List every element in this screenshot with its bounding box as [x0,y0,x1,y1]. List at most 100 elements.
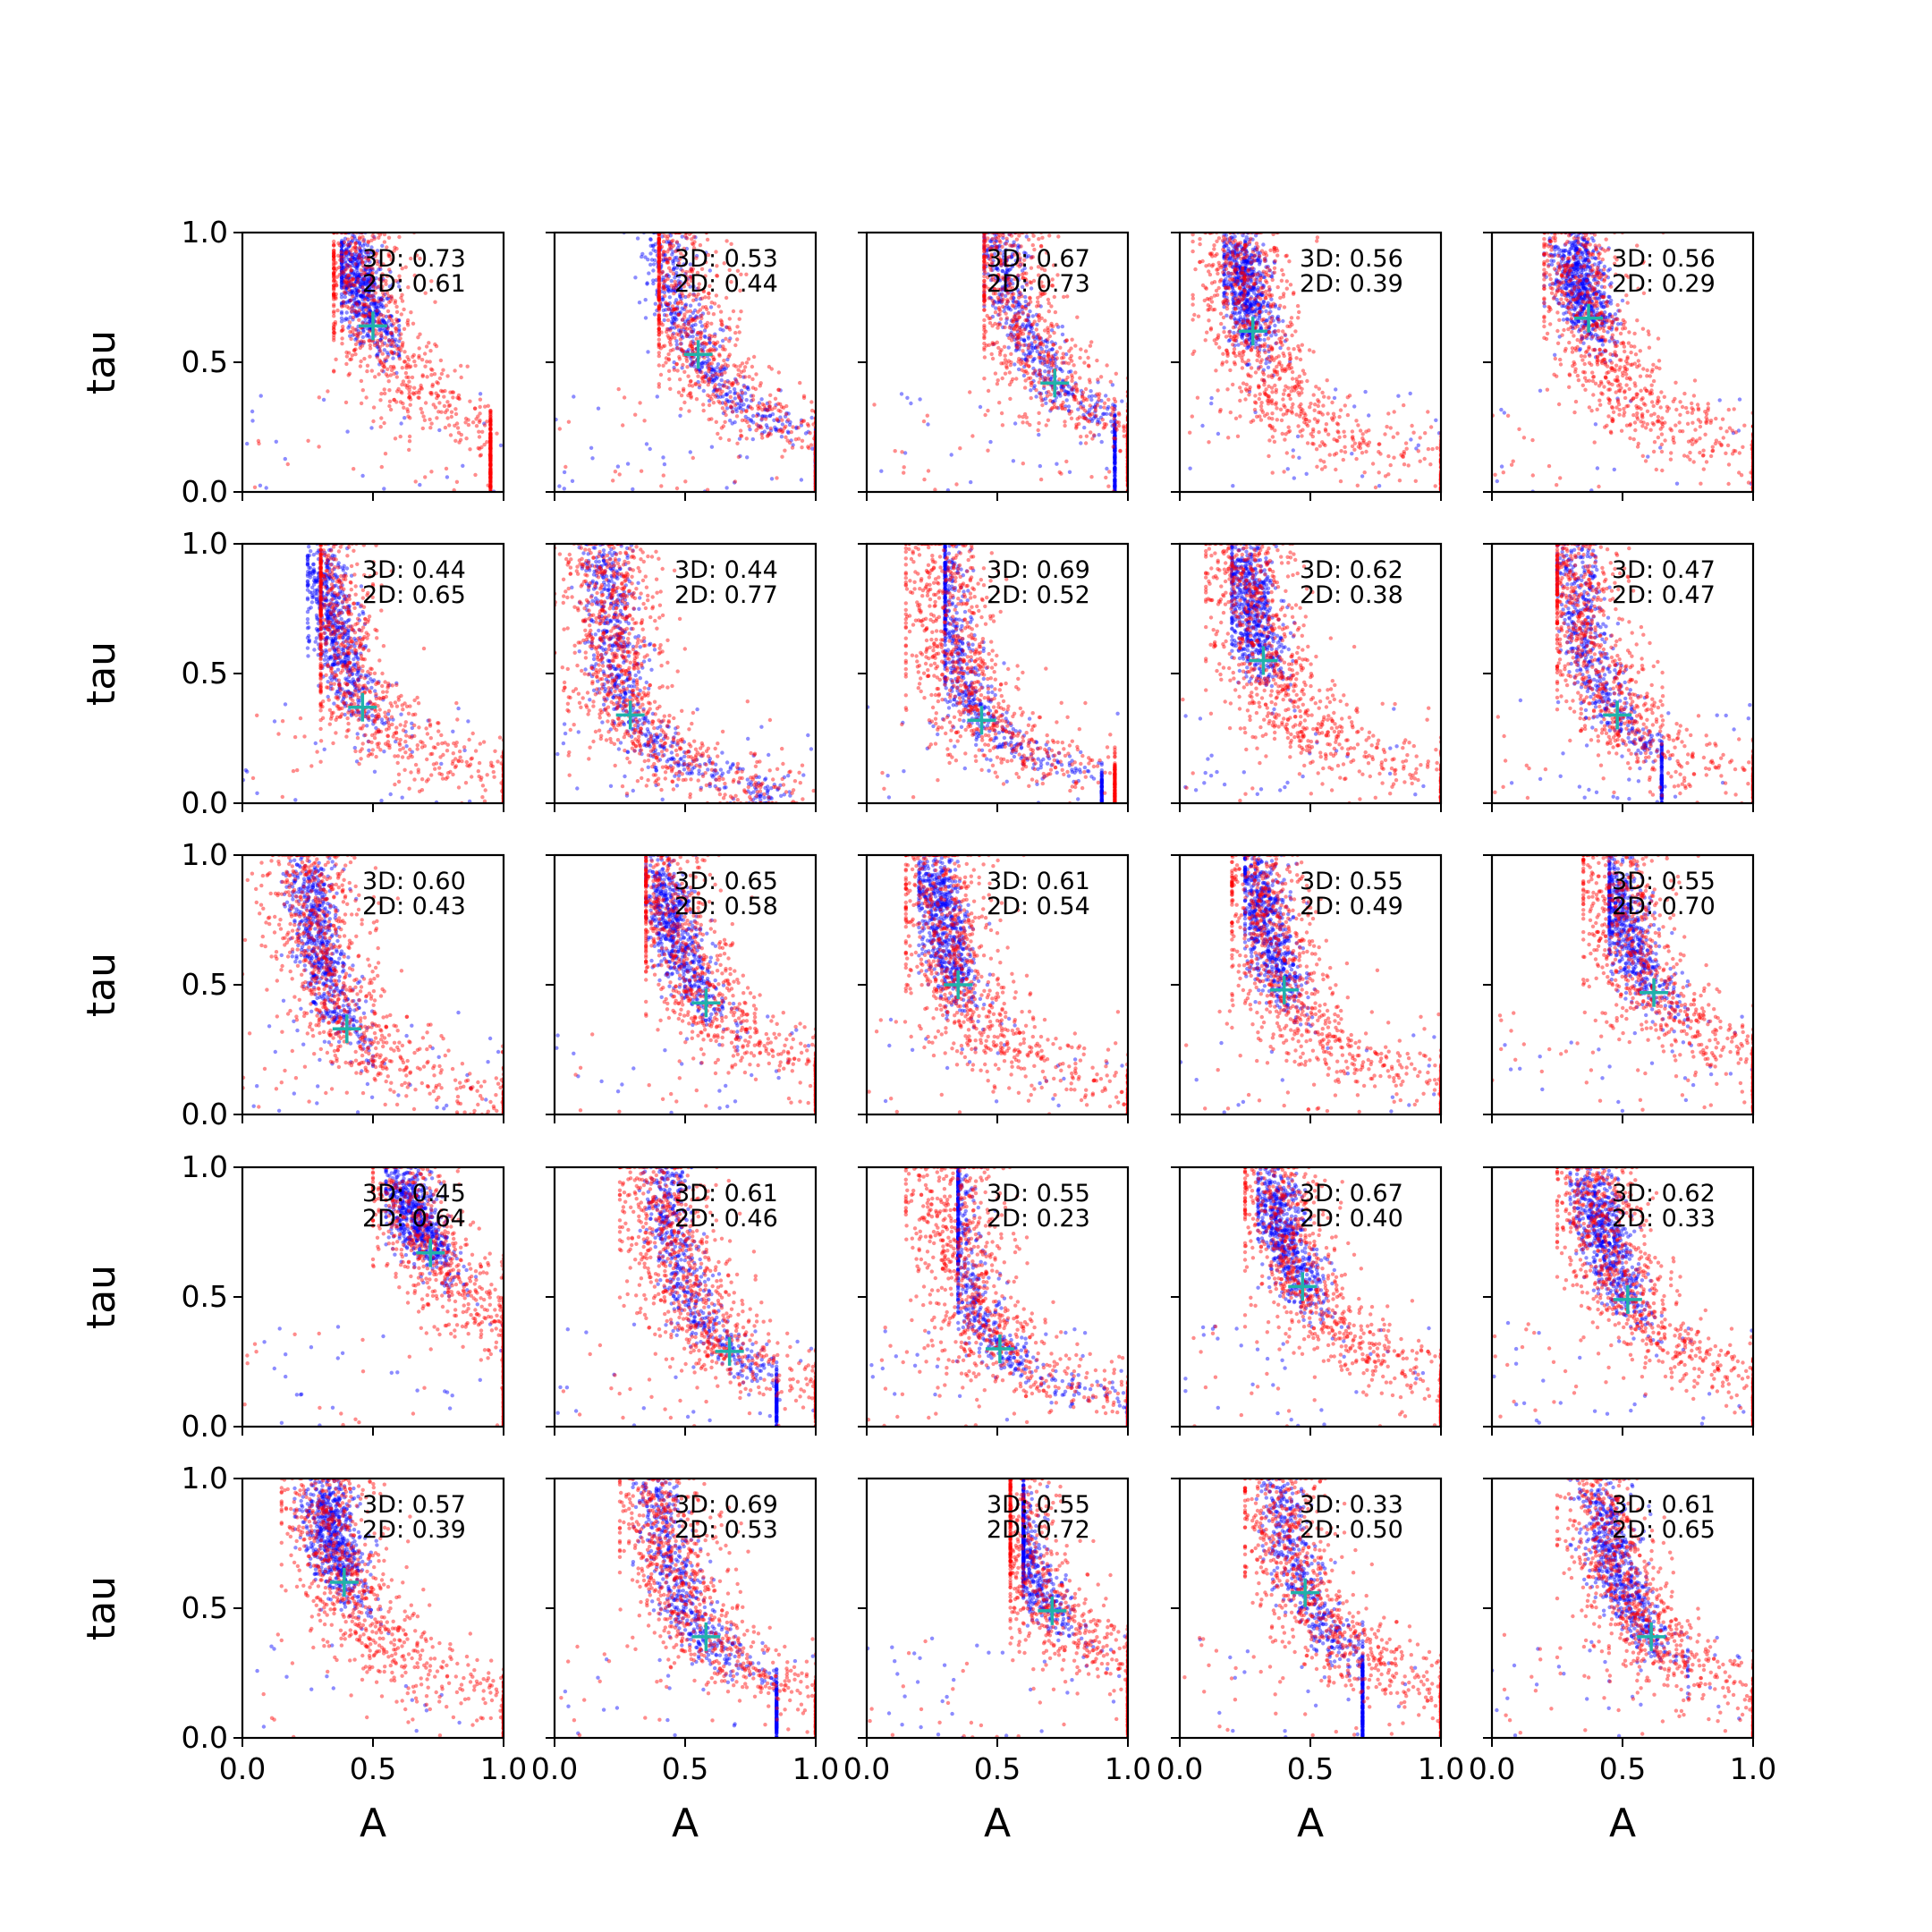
red-point [1089,430,1092,434]
red-point [405,355,409,359]
red-point [439,359,443,362]
blue-point [926,422,929,426]
red-point [747,424,750,428]
red-point [408,435,411,438]
red-point [1037,237,1040,241]
red-point [657,289,661,292]
red-point [676,301,680,305]
red-point [745,360,749,364]
red-point [750,407,754,411]
blue-point [1089,389,1092,393]
red-point [738,318,741,321]
red-point [667,377,671,381]
red-point [657,264,661,267]
red-point [872,402,876,406]
red-point [1047,309,1051,313]
red-point [677,391,681,394]
red-point [351,305,354,309]
red-point [996,382,999,386]
blue-point [597,407,600,411]
red-point [686,375,690,378]
red-point [732,309,735,313]
red-point [473,473,477,477]
red-point [420,411,424,414]
red-point [405,321,409,325]
red-point [1025,318,1029,322]
red-point [1021,305,1025,309]
red-point [666,308,670,311]
red-point [383,392,386,395]
red-point [660,253,664,257]
red-point [1117,411,1121,415]
red-point [1065,338,1069,342]
red-point [982,279,986,283]
red-point [711,374,715,377]
red-point [982,295,986,299]
blue-point [651,244,655,248]
blue-point [563,487,566,490]
red-point [1026,313,1030,317]
blue-point [716,362,720,366]
blue-point [691,335,694,338]
red-point [1064,460,1068,463]
red-point [421,373,425,377]
red-point [705,308,708,311]
red-point [997,401,1001,404]
red-point [379,360,383,364]
red-point [1081,391,1085,394]
blue-point [648,263,652,267]
red-point [696,375,699,378]
red-point [623,395,626,399]
red-point [1081,399,1085,402]
red-point [394,400,398,403]
red-point [389,408,393,411]
red-point [377,372,380,376]
red-point [1081,407,1085,411]
blue-point [352,257,356,260]
red-point [402,406,405,410]
red-point [1019,362,1022,366]
red-point [386,374,389,377]
red-point [488,436,492,440]
red-point [662,473,665,477]
blue-point [1233,317,1236,320]
blue-point [1209,396,1213,400]
red-point [1072,363,1075,367]
red-point [760,433,764,436]
blue-point [250,410,254,413]
red-point [1058,346,1062,350]
red-point [682,387,685,391]
red-point [670,335,674,339]
red-point [736,368,740,371]
red-point [1001,305,1004,309]
red-point [662,284,665,288]
blue-point [1082,426,1086,429]
blue-point [648,251,652,255]
red-point [694,383,698,386]
red-point [680,394,683,397]
red-point [664,360,667,364]
red-point [682,401,686,404]
red-point [766,409,769,412]
red-point [459,364,462,368]
red-point [731,410,734,413]
red-point [690,330,693,334]
red-point [1110,413,1114,417]
blue-point [640,252,644,256]
red-point [727,355,731,359]
red-point [364,395,368,399]
blue-point [745,398,749,402]
red-point [564,465,567,469]
red-point [378,349,382,352]
red-point [691,347,694,351]
blue-point [1209,402,1213,405]
red-point [727,339,731,343]
red-point [657,363,661,367]
red-point [798,381,801,385]
blue-point [770,477,774,480]
red-point [478,447,481,451]
red-point [998,309,1002,313]
red-point [402,327,406,331]
blue-point [402,416,406,419]
red-point [1112,436,1115,440]
